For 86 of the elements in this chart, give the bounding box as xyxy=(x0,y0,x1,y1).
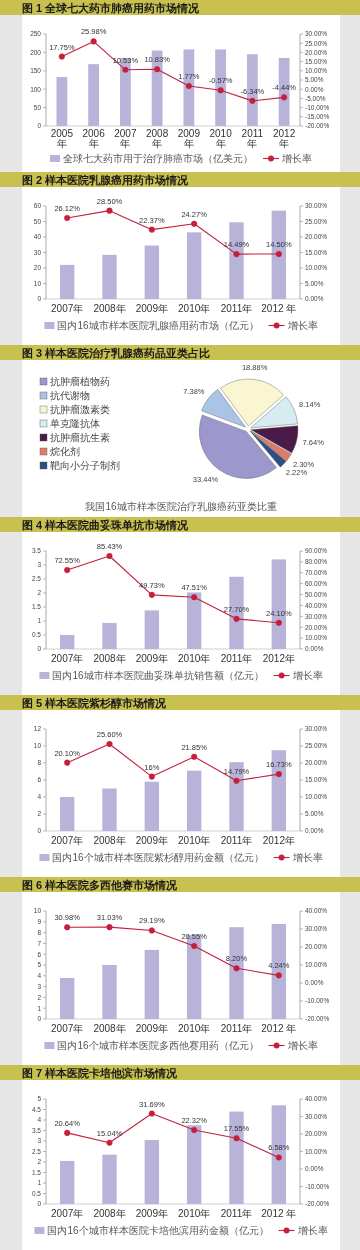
x-tick-label: 2011年 xyxy=(220,1208,253,1219)
bar xyxy=(186,232,202,299)
legend-label: 国内16个城市样本医院卡培他滨用药金额（亿元） xyxy=(47,1225,269,1236)
x-tick-label: 2008年 xyxy=(93,835,126,846)
x-tick-label: 2012年 xyxy=(273,128,296,149)
chart-title: 图 5 样本医院紫杉醇市场情况 xyxy=(22,696,168,709)
legend-label: 单克隆抗体 xyxy=(50,418,100,429)
x-tick-label: 2012 年 xyxy=(261,303,297,314)
bar xyxy=(186,770,202,831)
x-tick-label: 2008年 xyxy=(93,653,126,664)
legend-label: 增长率 xyxy=(291,852,323,863)
x-tick-label: 2008年 xyxy=(146,128,169,149)
legend-label: 国内16个城市样本医院多西他赛用药（亿元） xyxy=(57,1040,259,1051)
text: 我国16城市样本医院治疗乳腺癌药亚类比重 xyxy=(85,501,277,512)
bar xyxy=(59,1160,75,1204)
x-tick-label: 2009年 xyxy=(135,835,168,846)
legend-label: 国内16城市样本医院乳腺癌用药市场（亿元） xyxy=(57,320,259,331)
legend-label: 抗代谢物 xyxy=(50,390,90,401)
legend-label: 抗肿瘤抗生素 xyxy=(50,432,110,443)
bar xyxy=(144,949,160,1019)
legend-label: 国内16城市样本医院曲妥珠单抗销售额（亿元） xyxy=(52,670,264,681)
legend-label: 抗肿瘤激素类 xyxy=(50,404,110,415)
legend-label: 增长率 xyxy=(296,1225,328,1236)
x-tick-label: 2007年 xyxy=(51,653,84,664)
x-tick-label: 2007年 xyxy=(114,128,137,149)
x-tick-label: 2011年 xyxy=(241,128,264,149)
bar xyxy=(186,592,202,649)
x-tick-label: 2008年 xyxy=(93,1023,126,1034)
legend-label: 全球七大药市用于治疗肺癌市场（亿美元） xyxy=(63,153,253,164)
bar xyxy=(59,264,75,299)
bar xyxy=(59,797,75,831)
legend-label: 国内16个城市样本医院紫杉醇用药金额（亿元） xyxy=(52,852,264,863)
x-tick-label: 2010年 xyxy=(178,1023,211,1034)
legend-label: 增长率 xyxy=(286,320,318,331)
chart-title: 图 3 样本医院治疗乳腺癌药品亚类占比 xyxy=(22,346,211,359)
x-tick-label: 2009年 xyxy=(135,653,168,664)
x-tick-label: 2010年 xyxy=(178,653,211,664)
bar xyxy=(59,635,75,649)
x-tick-label: 2010年 xyxy=(178,303,211,314)
x-tick-label: 2007年 xyxy=(51,303,84,314)
x-tick-label: 2009年 xyxy=(177,128,201,149)
x-tick-label: 2011年 xyxy=(220,835,253,846)
bar xyxy=(102,965,117,1019)
bar xyxy=(186,1125,202,1204)
bar xyxy=(144,781,160,831)
x-tick-label: 2012年 xyxy=(262,653,295,664)
bar xyxy=(144,245,160,299)
x-tick-label: 2011年 xyxy=(220,303,253,314)
x-tick-label: 2007年 xyxy=(51,835,84,846)
x-tick-label: 2009年 xyxy=(135,1208,168,1219)
chart-title: 图 6 样本医院多西他赛市场情况 xyxy=(22,878,179,891)
legend-label: 增长率 xyxy=(281,153,312,164)
bar xyxy=(88,64,100,126)
bar xyxy=(144,610,160,649)
x-tick-label: 2011年 xyxy=(220,1023,253,1034)
x-tick-label: 2005年 xyxy=(50,128,74,149)
chart-title: 图 7 样本医院卡培他滨市场情况 xyxy=(22,1066,179,1080)
x-tick-label: 2008年 xyxy=(93,1208,126,1219)
bar xyxy=(144,1139,160,1204)
x-tick-label: 2007年 xyxy=(51,1208,84,1219)
chart-title: 图 2 样本医院乳腺癌用药市场情况 xyxy=(22,173,190,186)
legend-label: 抗肿瘤植物药 xyxy=(50,376,110,387)
chart-title: 图 1 全球七大药市肺癌用药市场情况 xyxy=(22,1,201,14)
x-tick-label: 2012 年 xyxy=(261,1023,297,1034)
x-tick-label: 2009年 xyxy=(135,1023,168,1034)
x-tick-label: 2011年 xyxy=(220,653,253,664)
chart-title: 图 4 样本医院曲妥珠单抗市场情况 xyxy=(22,518,190,532)
legend-label: 增长率 xyxy=(286,1040,318,1051)
legend-label: 烷化剂 xyxy=(50,446,80,457)
x-tick-label: 2009年 xyxy=(135,303,168,314)
bar xyxy=(102,788,117,831)
x-tick-label: 2010年 xyxy=(178,1208,211,1219)
legend-label: 靶向小分子制剂 xyxy=(50,460,120,471)
legend-label: 增长率 xyxy=(291,670,323,681)
bar xyxy=(102,622,117,649)
bar xyxy=(59,977,75,1019)
x-tick-label: 2006年 xyxy=(82,128,106,149)
bar xyxy=(102,1154,117,1204)
bar xyxy=(102,254,117,299)
x-tick-label: 2012年 xyxy=(262,835,295,846)
x-tick-label: 2010年 xyxy=(178,835,211,846)
x-tick-label: 2012 年 xyxy=(261,1208,297,1219)
x-tick-label: 2008年 xyxy=(93,303,126,314)
bar xyxy=(56,77,68,126)
x-tick-label: 2010年 xyxy=(209,128,233,149)
x-tick-label: 2007年 xyxy=(51,1023,84,1034)
